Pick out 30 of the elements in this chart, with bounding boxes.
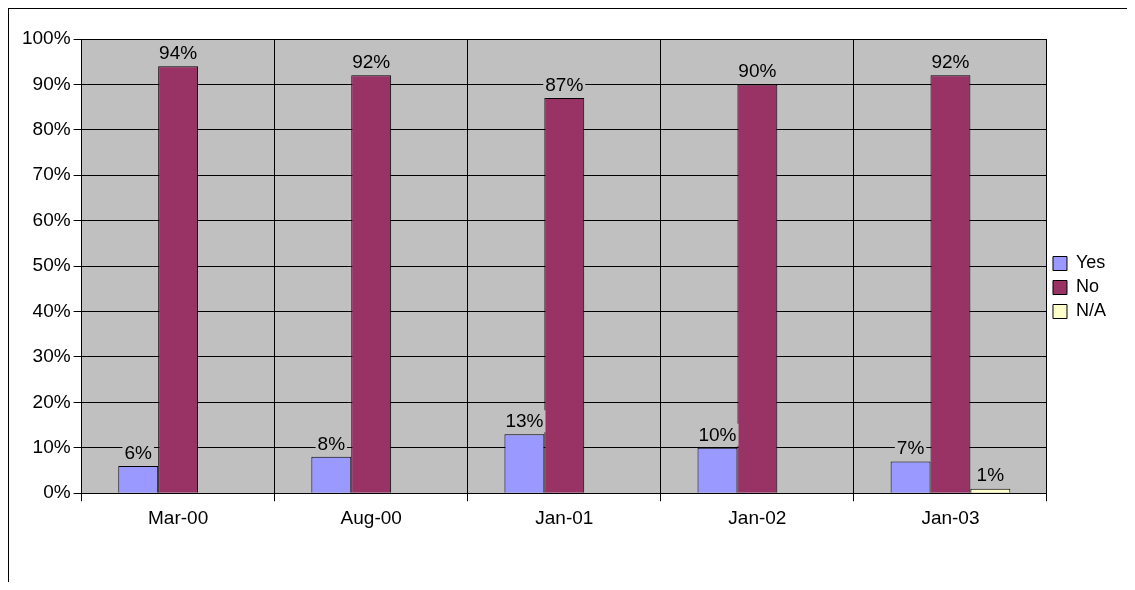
- x-tick-label: Mar-00: [148, 506, 209, 528]
- y-tick-label: 100%: [21, 27, 71, 49]
- data-label: 7%: [896, 437, 925, 459]
- x-tick-label: Jan-02: [728, 506, 787, 528]
- data-label: 1%: [976, 464, 1005, 486]
- data-label: 13%: [505, 409, 544, 431]
- x-tick-label: Jan-03: [921, 506, 980, 528]
- data-label: 92%: [931, 51, 970, 73]
- data-label: 90%: [738, 60, 777, 82]
- y-tick-label: 20%: [32, 390, 71, 412]
- data-label: 87%: [545, 73, 584, 95]
- y-tick-label: 80%: [32, 118, 71, 140]
- y-tick-label: 0%: [43, 481, 71, 503]
- y-tick-label: 90%: [32, 72, 71, 94]
- y-tick-label: 40%: [32, 299, 71, 321]
- y-tick-label: 60%: [32, 208, 71, 230]
- legend-label: Yes: [1075, 252, 1106, 273]
- y-tick-label: 70%: [32, 163, 71, 185]
- y-tick-label: 50%: [32, 254, 71, 276]
- x-tick-label: Aug-00: [340, 506, 402, 528]
- data-label: 6%: [124, 441, 153, 463]
- y-tick-label: 30%: [32, 345, 71, 367]
- data-label: 92%: [352, 51, 391, 73]
- data-label: 94%: [159, 41, 198, 63]
- legend-label: N/A: [1075, 300, 1107, 321]
- data-label: 8%: [317, 432, 346, 454]
- x-tick-label: Jan-01: [535, 506, 594, 528]
- y-tick-label: 10%: [32, 436, 71, 458]
- legend-label: No: [1075, 276, 1100, 297]
- data-label: 10%: [698, 423, 737, 445]
